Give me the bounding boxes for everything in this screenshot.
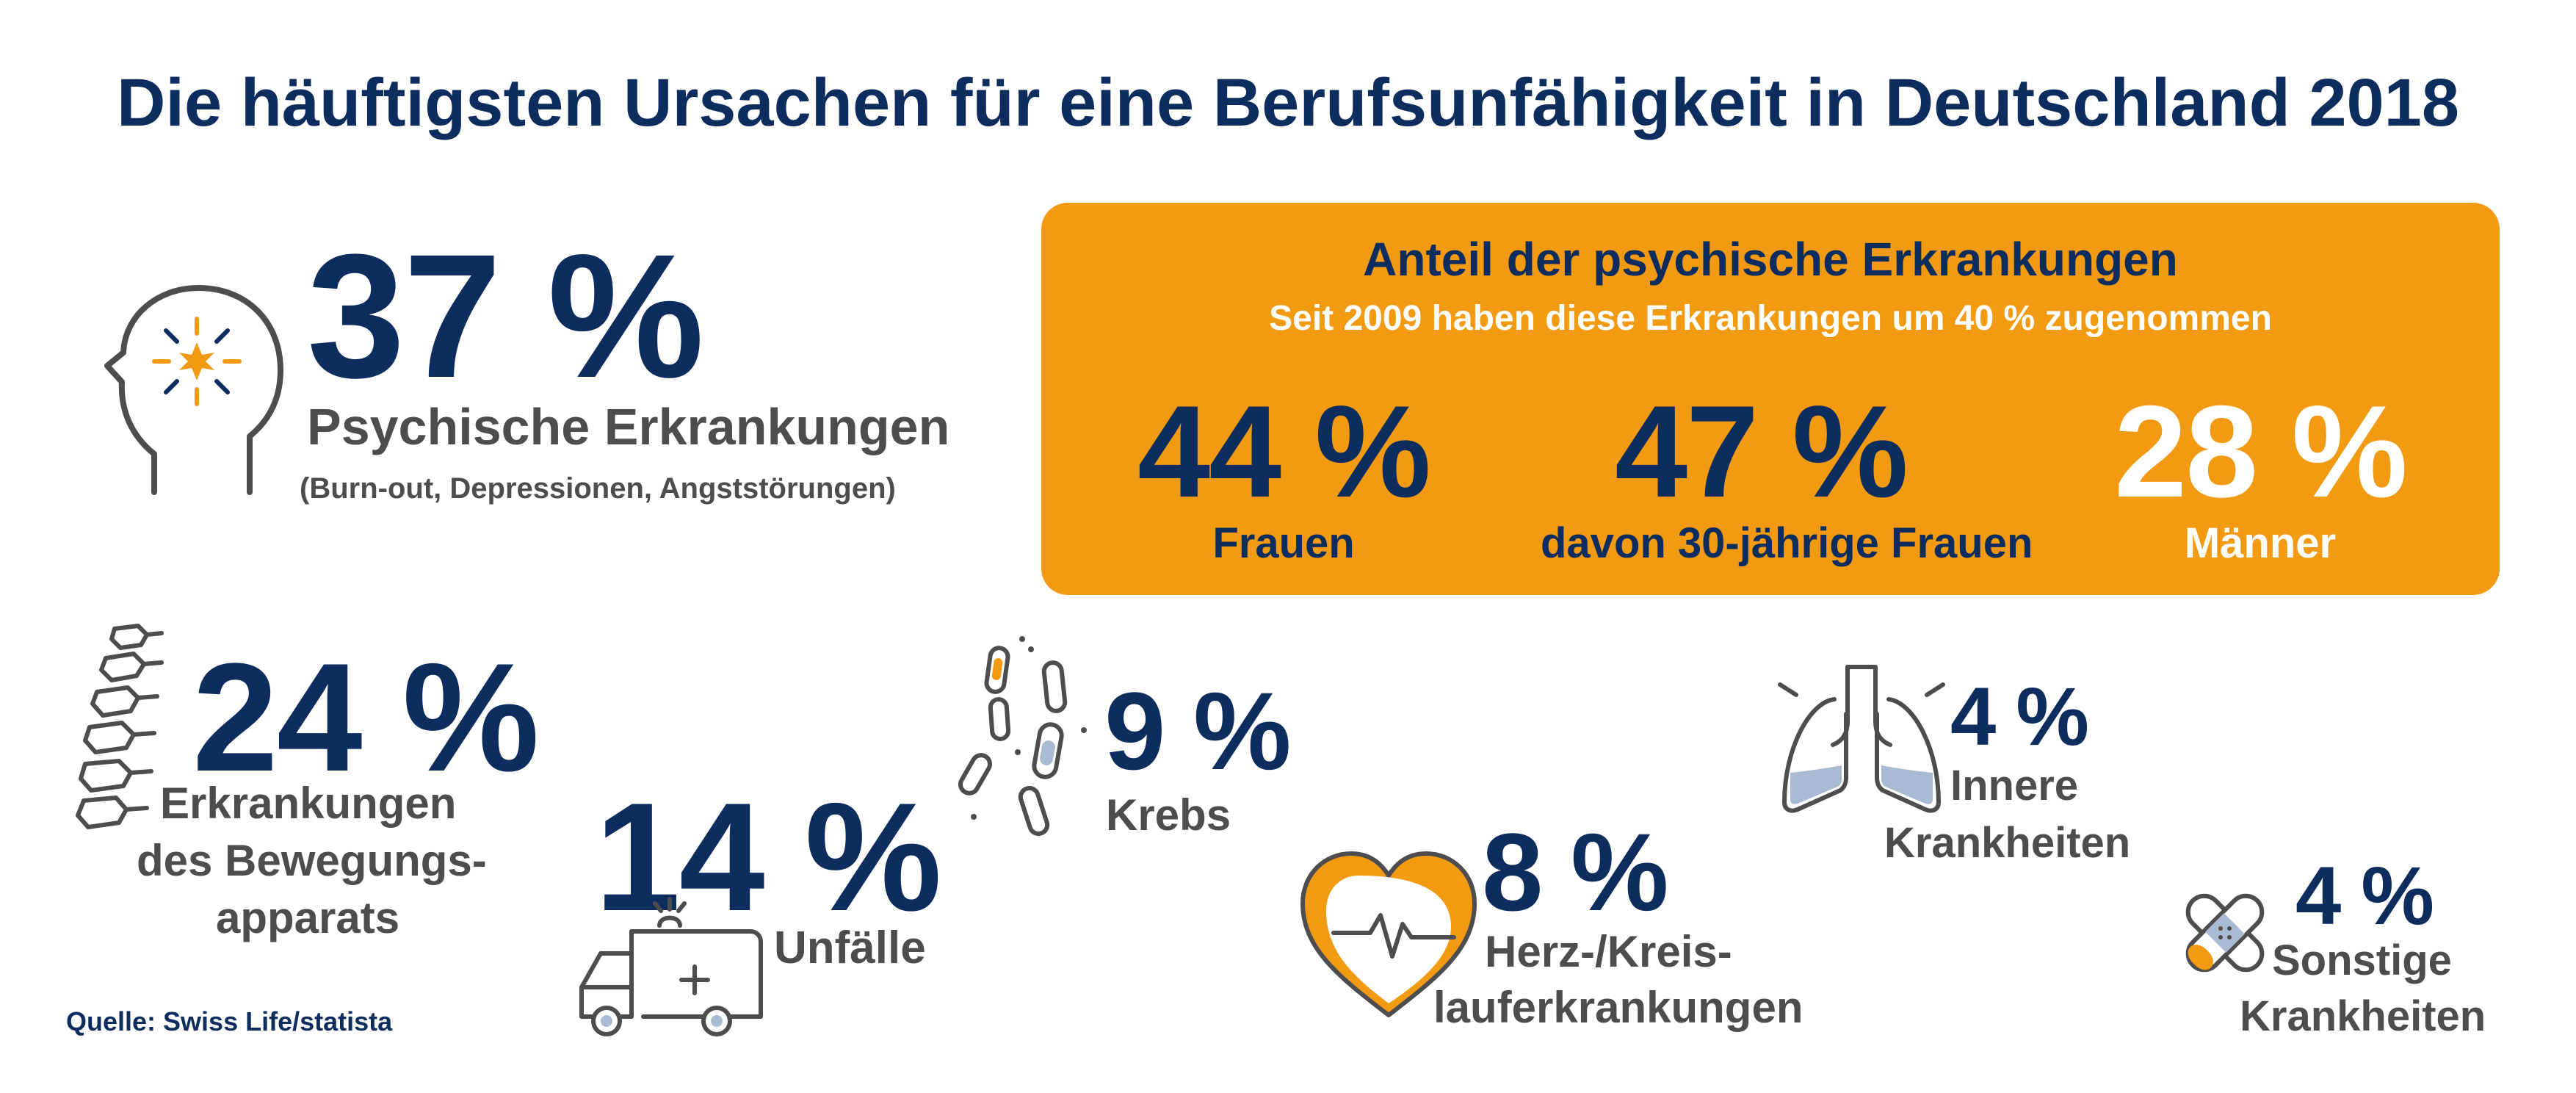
psych-box-subheading: Seit 2009 haben diese Erkrankungen um 40… — [1269, 299, 2272, 338]
page-title: Die häuftigsten Ursachen für eine Berufs… — [116, 65, 2460, 140]
psychisch-sublabel: (Burn-out, Depressionen, Angststörungen) — [300, 472, 896, 505]
innere-label-1: Innere — [1950, 762, 2079, 809]
unfaelle-label: Unfälle — [774, 923, 926, 973]
bewegung-label-1: Erkrankungen — [160, 779, 457, 828]
spine-icon — [76, 624, 164, 829]
psychisch-value: 37 % — [307, 217, 704, 414]
psychisch-label: Psychische Erkrankungen — [307, 398, 950, 455]
bewegung-label-2: des Bewegungs- — [137, 836, 487, 885]
stat-women-label: Frauen — [1212, 519, 1355, 567]
stat-men-value: 28 % — [2114, 378, 2408, 524]
sonstige-label-1: Sonstige — [2272, 937, 2452, 984]
bandage-icon — [2185, 893, 2265, 973]
sonstige-value: 4 % — [2295, 850, 2434, 942]
herz-value: 8 % — [1482, 810, 1668, 934]
psych-box-heading: Anteil der psychische Erkrankungen — [1363, 233, 2178, 286]
herz-label-1: Herz-/Kreis- — [1485, 927, 1732, 976]
krebs-value: 9 % — [1104, 669, 1291, 793]
ambulance-icon — [579, 897, 763, 1036]
innere-value: 4 % — [1950, 671, 2089, 762]
stat-young-women-value: 47 % — [1615, 378, 1909, 524]
psych-share-box: Anteil der psychische Erkrankungen Seit … — [1041, 203, 2500, 595]
stat-young-women-label: davon 30-jährige Frauen — [1541, 519, 2033, 567]
lungs-icon — [1778, 665, 1945, 813]
cells-icon — [958, 636, 1087, 837]
herz-label-2: lauferkrankungen — [1433, 983, 1803, 1032]
source-note: Quelle: Swiss Life/statista — [66, 1006, 393, 1036]
stat-men-label: Männer — [2184, 519, 2337, 567]
krebs-label: Krebs — [1106, 790, 1231, 840]
heart-pulse-icon — [1300, 851, 1477, 1017]
unfaelle-value: 14 % — [595, 771, 942, 943]
stat-women-value: 44 % — [1137, 378, 1431, 524]
sonstige-label-2: Krankheiten — [2240, 992, 2486, 1040]
innere-label-2: Krankheiten — [1884, 819, 2131, 867]
bewegung-label-3: apparats — [216, 893, 400, 942]
head-burst-icon — [104, 285, 283, 495]
bewegung-value: 24 % — [192, 631, 540, 804]
